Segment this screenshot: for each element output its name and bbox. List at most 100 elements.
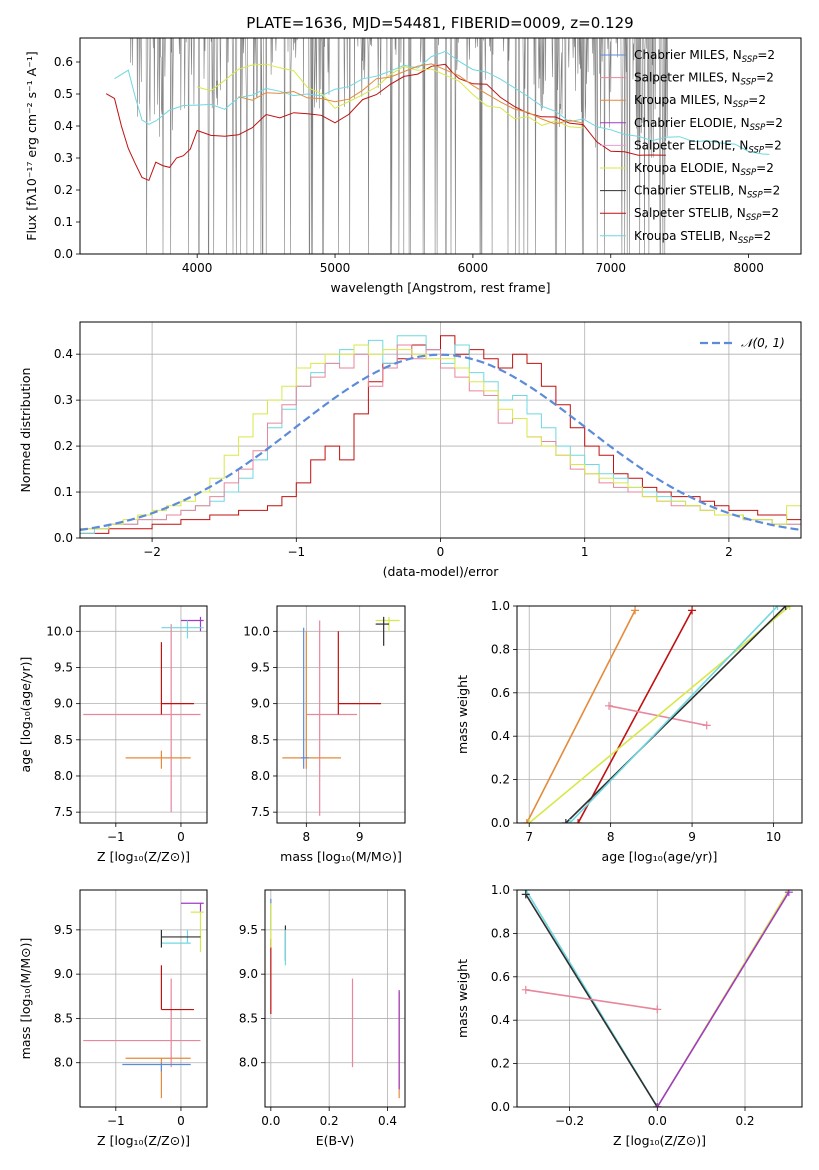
model-salpeter_stelib — [105, 63, 666, 182]
x-axis-label: Z [log₁₀(Z/Z⊙)] — [97, 849, 190, 864]
y-tick-label: 0.6 — [491, 686, 510, 700]
x-tick-label: −1 — [287, 545, 305, 559]
x-tick-label: 9 — [356, 830, 364, 844]
x-tick-label: 10 — [766, 830, 781, 844]
x-axis-label: mass [log₁₀(M/M⊙)] — [280, 849, 402, 864]
x-tick-label: −1 — [107, 830, 125, 844]
y-tick-label: 0.4 — [54, 119, 73, 133]
line-salpeter_miles — [525, 989, 658, 1011]
panel-spectrum: 4000 5000 6000 7000 8000 0.0 0.1 0.2 0.3 0.4 0.5 0.… — [24, 37, 802, 295]
x-axis-label: E(B-V) — [316, 1133, 355, 1148]
y-axis-label: mass weight — [455, 675, 470, 754]
y-tick-label: 0.2 — [54, 439, 73, 453]
marker-chabrier_stelib — [561, 819, 570, 823]
x-tick-label: 7000 — [595, 261, 626, 275]
model-kroupa_elodie — [197, 63, 584, 129]
y-tick-label: 0.6 — [54, 55, 73, 69]
legend-label: 𝒩(0, 1) — [741, 336, 785, 350]
y-tick-label: 1.0 — [491, 599, 510, 613]
x-axis-label: wavelength [Angstrom, rest frame] — [330, 280, 550, 295]
legend-label: Salpeter MILES, NSSP=2 — [634, 71, 774, 88]
x-tick-label: 2 — [725, 545, 733, 559]
plot-area — [270, 898, 400, 1099]
axes-frame — [79, 605, 208, 824]
marker-salpeter_miles — [702, 721, 711, 730]
axes-frame — [79, 321, 802, 539]
x-tick-label: 0.0 — [648, 1114, 667, 1128]
y-tick-label: 0.0 — [491, 816, 510, 830]
y-tick-label: 0.3 — [54, 151, 73, 165]
x-axis-label: age [log₁₀(age/yr)] — [602, 849, 718, 864]
y-tick-label: 10.0 — [243, 624, 270, 638]
marker-salpeter_miles — [521, 985, 530, 994]
y-tick-label: 7.5 — [251, 805, 270, 819]
y-tick-label: 0.0 — [491, 1100, 510, 1114]
figure-title: PLATE=1636, MJD=54481, FIBERID=0009, z=0… — [246, 14, 633, 32]
y-tick-label: 8.0 — [251, 769, 270, 783]
x-tick-label: 8000 — [733, 261, 764, 275]
x-tick-label: 4000 — [182, 261, 213, 275]
legend-residuals: 𝒩(0, 1) — [700, 336, 785, 350]
legend-label: Salpeter STELIB, NSSP=2 — [634, 206, 779, 223]
plot-area — [83, 616, 204, 813]
y-tick-label: 0.0 — [54, 531, 73, 545]
y-tick-label: 0.4 — [491, 729, 510, 743]
y-tick-label: 0.1 — [54, 215, 73, 229]
y-tick-label: 0.8 — [491, 926, 510, 940]
x-tick-label: 8 — [303, 830, 311, 844]
legend-label: Kroupa MILES, NSSP=2 — [634, 93, 766, 110]
plot-area — [522, 606, 794, 823]
axes-frame — [79, 889, 208, 1108]
y-tick-label: 9.0 — [239, 967, 258, 981]
y-tick-label: 0.6 — [491, 970, 510, 984]
legend-label: Chabrier MILES, NSSP=2 — [634, 48, 775, 65]
marker-chabrier_elodie — [784, 890, 793, 897]
y-tick-label: 9.0 — [251, 697, 270, 711]
y-tick-label: 7.5 — [54, 805, 73, 819]
x-tick-label: 0.2 — [735, 1114, 754, 1128]
line-kroupa_stelib — [569, 606, 779, 823]
x-tick-label: 6000 — [458, 261, 489, 275]
y-tick-label: 8.0 — [54, 769, 73, 783]
x-tick-label: 0.2 — [320, 1114, 339, 1128]
model-kroupa_miles — [238, 63, 584, 125]
y-axis-label: mass [log₁₀(M/M⊙)] — [18, 938, 33, 1060]
marker-salpeter_stelib — [688, 606, 697, 615]
x-tick-label: −0.2 — [555, 1114, 584, 1128]
x-tick-label: 9 — [688, 830, 696, 844]
marker-kroupa_miles — [631, 606, 640, 615]
x-tick-label: 0.4 — [378, 1114, 397, 1128]
normal-curve — [80, 353, 801, 531]
y-tick-label: 0.1 — [54, 485, 73, 499]
marker-salpeter_miles — [605, 701, 614, 710]
line-chabrier_elodie — [656, 891, 790, 1107]
x-tick-label: 0 — [177, 1114, 185, 1128]
line-kroupa_miles — [526, 609, 636, 823]
y-tick-label: 1.0 — [491, 883, 510, 897]
panel-residuals: −2 −1 0 1 2 0.0 0.1 0.2 0.3 0.4 (data-model)/error… — [18, 321, 802, 579]
axes-frame — [79, 37, 802, 255]
y-tick-label: 9.5 — [54, 923, 73, 937]
y-tick-label: 0.8 — [491, 642, 510, 656]
panel-mass-weight-vs-age: 7 8 9 10 0.0 0.2 0.4 0.6 0.8 1.0 age [log₁₀(age/yr… — [455, 599, 803, 864]
marker-salpeter_miles — [653, 1005, 662, 1014]
panel-mass-weight-vs-Z: −0.2 0.0 0.2 0.0 0.2 0.4 0.6 0.8 1.0 Z [log₁₀(Z/Z… — [455, 883, 803, 1148]
y-tick-label: 8.0 — [54, 1056, 73, 1070]
line-salpeter_stelib — [577, 609, 693, 823]
marker-chabrier_stelib — [521, 890, 530, 899]
legend-label: Chabrier ELODIE, NSSP=2 — [634, 116, 783, 133]
axes-frame — [276, 605, 406, 824]
y-tick-label: 8.5 — [239, 1011, 258, 1025]
y-axis-label: age [log₁₀(age/yr)] — [18, 657, 33, 773]
y-tick-label: 0.3 — [54, 393, 73, 407]
legend-label: Kroupa ELODIE, NSSP=2 — [634, 161, 774, 178]
marker-kroupa_elodie — [525, 819, 534, 823]
x-tick-label: 5000 — [320, 261, 351, 275]
x-tick-label: 0 — [437, 545, 445, 559]
marker-salpeter_stelib — [574, 819, 583, 823]
legend-label: Kroupa STELIB, NSSP=2 — [634, 229, 771, 246]
y-tick-label: 10.0 — [46, 624, 73, 638]
y-axis-label: Normed distribution — [18, 368, 33, 493]
marker-kroupa_stelib — [565, 819, 574, 823]
marker-chabrier_stelib — [781, 606, 790, 610]
